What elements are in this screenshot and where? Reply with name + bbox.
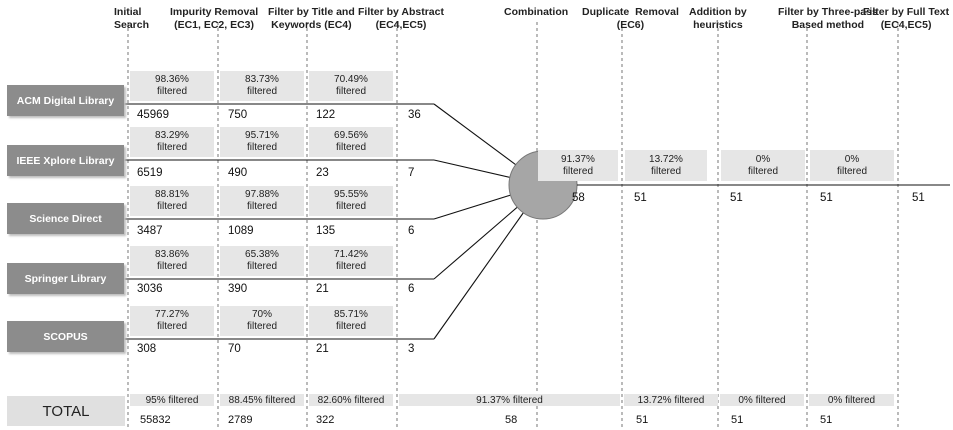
combined-filter-4: 0% filtered [810, 150, 894, 181]
source-2-filter-2: 95.71% filtered [220, 127, 304, 157]
source-1-filter-1: 98.36% filtered [130, 71, 214, 101]
source-box-3: Science Direct [7, 203, 124, 234]
col-heuristics-header: Addition by heuristics [689, 6, 747, 31]
source-1-merge-line [433, 103, 517, 166]
source-4-filter-2: 65.38% filtered [220, 246, 304, 276]
source-5-filter-3: 85.71% filtered [309, 306, 393, 336]
source-2-count-2: 490 [228, 167, 248, 179]
combined-count-3: 51 [730, 192, 743, 204]
total-filter-6: 0% filtered [720, 394, 804, 406]
source-3-count-1: 3487 [137, 225, 163, 237]
source-2-filter-3: 69.56% filtered [309, 127, 393, 157]
total-count-1: 55832 [140, 414, 171, 426]
col-abstract-header: Filter by Abstract (EC4,EC5) [358, 6, 444, 31]
total-count-3: 322 [316, 414, 335, 426]
source-2-count-1: 6519 [137, 167, 163, 179]
combined-count-2: 51 [634, 192, 647, 204]
source-4-count-1: 3036 [137, 283, 163, 295]
total-count-2: 2789 [228, 414, 253, 426]
total-count-4: 58 [505, 414, 518, 426]
source-1-count-2: 750 [228, 109, 248, 121]
source-3-merge-line [433, 194, 511, 220]
source-2-merge-line [433, 159, 510, 178]
combined-filter-3: 0% filtered [721, 150, 805, 181]
total-count-5: 51 [636, 414, 649, 426]
col-title-keywords-header: Filter by Title and Keywords (EC4) [268, 6, 355, 31]
source-4-merge-line [433, 206, 518, 280]
total-filter-7: 0% filtered [809, 394, 894, 406]
total-filter-1: 95% filtered [130, 394, 214, 406]
col-initial-search-header: Initial Search [114, 6, 150, 31]
source-5-filter-2: 70% filtered [220, 306, 304, 336]
source-4-filter-3: 71.42% filtered [309, 246, 393, 276]
source-3-filter-2: 97.88% filtered [220, 186, 304, 216]
source-4-count-2: 390 [228, 283, 248, 295]
total-label: TOTAL [7, 396, 125, 426]
total-filter-2: 88.45% filtered [220, 394, 304, 406]
total-count-7: 51 [820, 414, 833, 426]
combined-count-4: 51 [820, 192, 833, 204]
source-box-1: ACM Digital Library [7, 85, 124, 116]
combined-count-1: 58 [572, 192, 585, 204]
source-1-count-3: 122 [316, 109, 336, 121]
total-filter-3: 82.60% filtered [309, 394, 393, 406]
source-5-count-4: 3 [408, 343, 415, 355]
source-2-count-4: 7 [408, 167, 415, 179]
source-1-count-1: 45969 [137, 109, 169, 121]
source-4-count-3: 21 [316, 283, 329, 295]
col-impurity-removal-header: Impurity Removal (EC1, EC2, EC3) [170, 6, 259, 31]
col-three-pass-header: Filter by Three-pass Based method [778, 6, 878, 31]
total-filter-5: 13.72% filtered [624, 394, 718, 406]
source-1-filter-2: 83.73% filtered [220, 71, 304, 101]
total-filter-4: 91.37% filtered [399, 394, 620, 406]
total-count-6: 51 [731, 414, 744, 426]
source-5-count-3: 21 [316, 343, 329, 355]
col-duplicate-removal-header: Duplicate Removal (EC6) [582, 6, 679, 31]
source-1-count-4: 36 [408, 109, 421, 121]
col-full-text-header: Filter by Full Text (EC4,EC5) [863, 6, 950, 31]
combined-filter-1: 91.37% filtered [538, 150, 618, 181]
source-3-filter-1: 88.81% filtered [130, 186, 214, 216]
source-2-filter-1: 83.29% filtered [130, 127, 214, 157]
col-combination-header: Combination [504, 6, 569, 18]
source-1-filter-3: 70.49% filtered [309, 71, 393, 101]
source-5-filter-1: 77.27% filtered [130, 306, 214, 336]
source-5-merge-line [433, 212, 524, 340]
source-2-count-3: 23 [316, 167, 329, 179]
source-3-filter-3: 95.55% filtered [309, 186, 393, 216]
source-3-count-2: 1089 [228, 225, 254, 237]
combined-count-5: 51 [912, 192, 925, 204]
source-box-2: IEEE Xplore Library [7, 145, 124, 176]
source-5-count-1: 308 [137, 343, 157, 355]
source-3-count-4: 6 [408, 225, 415, 237]
combined-filter-2: 13.72% filtered [625, 150, 707, 181]
source-4-count-4: 6 [408, 283, 415, 295]
source-box-4: Springer Library [7, 263, 124, 294]
source-3-count-3: 135 [316, 225, 336, 237]
source-4-filter-1: 83.86% filtered [130, 246, 214, 276]
source-5-count-2: 70 [228, 343, 241, 355]
source-box-5: SCOPUS [7, 321, 124, 352]
